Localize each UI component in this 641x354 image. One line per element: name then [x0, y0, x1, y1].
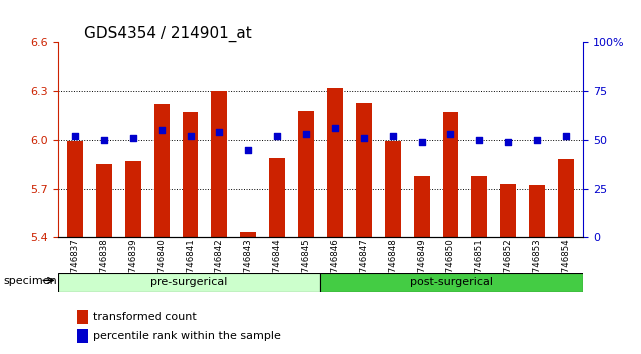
Point — [388, 133, 398, 139]
Bar — [240, 232, 256, 237]
Point — [445, 131, 456, 137]
Bar — [327, 88, 343, 237]
Bar — [125, 161, 141, 237]
Bar — [529, 185, 545, 237]
Point — [99, 137, 109, 143]
Bar — [413, 176, 429, 237]
Text: GDS4354 / 214901_at: GDS4354 / 214901_at — [84, 26, 252, 42]
Point — [128, 135, 138, 141]
Bar — [212, 91, 228, 237]
Point — [272, 133, 282, 139]
Bar — [269, 158, 285, 237]
Point — [417, 139, 427, 144]
Bar — [385, 142, 401, 237]
Bar — [154, 104, 170, 237]
Point — [561, 133, 571, 139]
Bar — [558, 159, 574, 237]
Point — [503, 139, 513, 144]
Bar — [356, 103, 372, 237]
Point — [185, 133, 196, 139]
Point — [243, 147, 253, 152]
Text: transformed count: transformed count — [93, 312, 197, 322]
Point — [214, 129, 224, 135]
Point — [330, 125, 340, 131]
Bar — [58, 273, 320, 292]
Point — [474, 137, 485, 143]
Point — [301, 131, 311, 137]
Point — [70, 133, 80, 139]
Point — [359, 135, 369, 141]
Text: post-surgerical: post-surgerical — [410, 277, 494, 287]
Bar — [67, 142, 83, 237]
Bar — [442, 112, 458, 237]
Bar — [500, 184, 516, 237]
Text: percentile rank within the sample: percentile rank within the sample — [93, 331, 281, 341]
Bar — [320, 273, 583, 292]
Point — [156, 127, 167, 133]
Bar — [471, 176, 487, 237]
Text: pre-surgerical: pre-surgerical — [151, 277, 228, 287]
Bar — [298, 110, 314, 237]
Text: specimen: specimen — [3, 276, 57, 286]
Bar — [96, 164, 112, 237]
Point — [532, 137, 542, 143]
Bar — [183, 112, 199, 237]
